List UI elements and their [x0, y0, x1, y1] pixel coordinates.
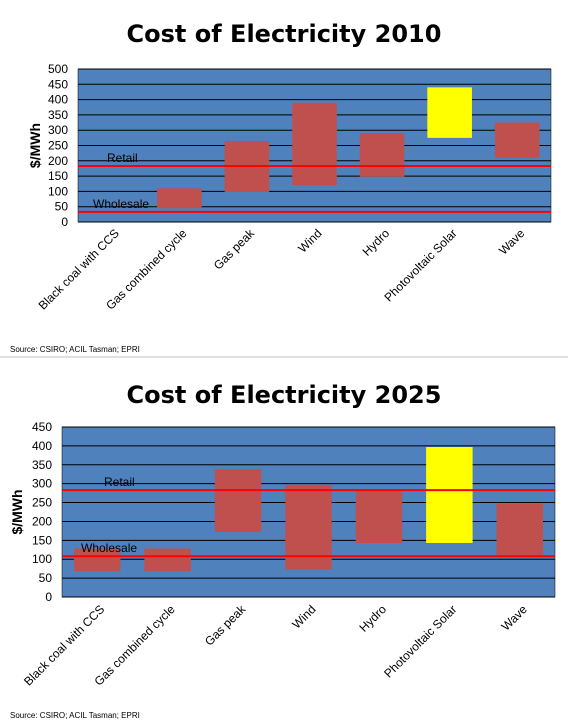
chart-title: Cost of Electricity 2025: [127, 381, 442, 409]
range-bar: [214, 469, 262, 533]
y-tick-label: 100: [32, 552, 52, 566]
y-tick-label: 150: [48, 169, 68, 183]
category-label: Wave: [499, 602, 531, 634]
range-bar: [73, 548, 121, 572]
y-tick-label: 100: [48, 184, 68, 198]
source-note: Source: CSIRO; ACIL Tasman; EPRI: [10, 345, 140, 354]
y-tick-label: 50: [55, 200, 69, 214]
y-tick-label: 450: [48, 77, 68, 91]
y-tick-label: 300: [32, 477, 52, 491]
category-label: Gas peak: [202, 602, 249, 649]
range-bar: [496, 503, 544, 556]
y-tick-label: 0: [61, 215, 68, 229]
y-tick-label: 500: [48, 62, 68, 76]
y-tick-label: 450: [32, 420, 52, 434]
reference-line-label: Retail: [104, 475, 135, 489]
y-tick-label: 400: [48, 93, 68, 107]
y-tick-label: 0: [45, 590, 52, 604]
y-tick-label: 50: [39, 571, 53, 585]
category-label: Gas peak: [211, 226, 258, 273]
category-label: Hydro: [357, 602, 390, 635]
range-bar: [426, 447, 473, 543]
category-label: Wind: [295, 226, 324, 255]
range-bar: [292, 102, 337, 186]
range-bar: [355, 489, 403, 543]
reference-line-label: Wholesale: [81, 541, 137, 555]
reference-line-label: Retail: [107, 151, 138, 165]
source-note: Source: CSIRO; ACIL Tasman; EPRI: [10, 711, 140, 720]
y-tick-label: 250: [48, 139, 68, 153]
y-tick-label: 250: [32, 496, 52, 510]
range-bar: [494, 122, 540, 158]
y-tick-label: 200: [48, 154, 68, 168]
category-label: Wind: [289, 602, 318, 631]
y-tick-label: 200: [32, 514, 52, 528]
y-tick-label: 400: [32, 439, 52, 453]
category-label: Photovoltaic Solar: [381, 602, 459, 680]
range-bar: [144, 548, 191, 572]
y-tick-label: 350: [48, 108, 68, 122]
category-label: Wave: [496, 226, 528, 258]
reference-line-label: Wholesale: [93, 197, 149, 211]
chart-title: Cost of Electricity 2010: [127, 20, 442, 48]
y-tick-label: 350: [32, 458, 52, 472]
y-tick-label: 150: [32, 533, 52, 547]
y-axis-label: $/MWh: [9, 489, 25, 534]
category-label: Hydro: [360, 226, 393, 259]
category-label: Photovoltaic Solar: [381, 226, 459, 304]
range-bar: [359, 133, 405, 177]
y-tick-label: 300: [48, 123, 68, 137]
range-bar: [427, 87, 472, 138]
y-axis-label: $/MWh: [27, 123, 43, 168]
range-bar: [157, 188, 202, 209]
